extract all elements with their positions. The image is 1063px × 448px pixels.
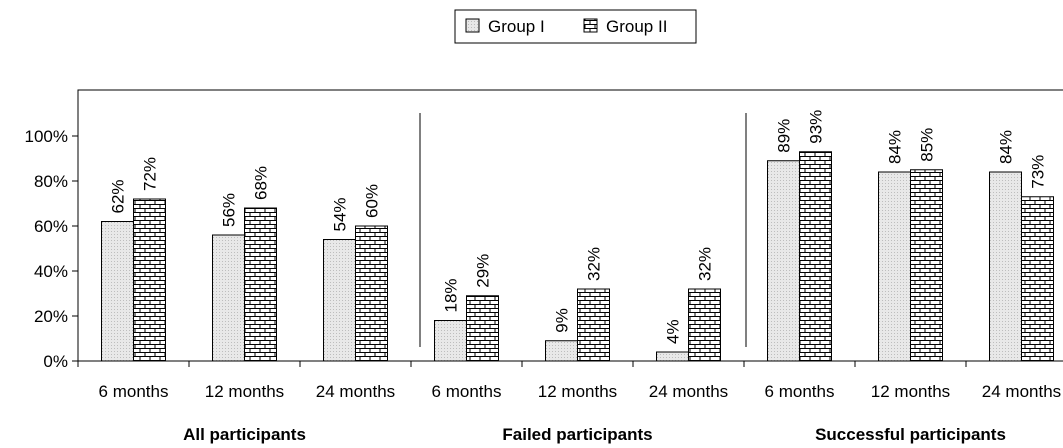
data-label: 68% [252, 166, 271, 200]
data-label: 62% [109, 179, 128, 213]
data-label: 18% [442, 278, 461, 312]
data-label: 84% [997, 130, 1016, 164]
bar-group-1 [323, 239, 356, 362]
x-category-label: 24 months [316, 382, 395, 401]
legend: Group I Group II [454, 9, 697, 44]
bar-group-2 [910, 169, 943, 362]
x-category-label: 12 months [538, 382, 617, 401]
data-label: 89% [775, 119, 794, 153]
data-label: 93% [807, 110, 826, 144]
bar-group-2 [466, 295, 499, 362]
y-axis: 0% 20% 40% 60% 80% 100% [25, 127, 78, 371]
data-label: 4% [664, 319, 683, 344]
bar-group-1 [767, 160, 800, 362]
bar-group-2 [244, 207, 277, 362]
y-tick-label: 40% [34, 262, 68, 281]
bar-group-2 [1021, 196, 1054, 362]
legend-box [454, 9, 697, 44]
group-label: All participants [183, 425, 306, 444]
legend-swatch-group-2 [583, 18, 598, 33]
x-category-label: 12 months [871, 382, 950, 401]
data-label: 54% [331, 197, 350, 231]
x-category-label: 6 months [99, 382, 169, 401]
data-label: 73% [1029, 155, 1048, 189]
bar-group-1 [878, 171, 911, 362]
y-tick-label: 100% [25, 127, 68, 146]
data-label: 9% [553, 308, 572, 333]
data-label: 72% [141, 157, 160, 191]
bar-group-2 [133, 198, 166, 362]
data-label: 84% [886, 130, 905, 164]
group-label: Failed participants [502, 425, 652, 444]
data-label: 60% [363, 184, 382, 218]
bar-group-1 [656, 351, 689, 362]
data-label: 56% [220, 193, 239, 227]
bar-group-2 [688, 288, 721, 362]
data-label: 29% [474, 254, 493, 288]
group-label: Successful participants [815, 425, 1006, 444]
y-tick-label: 60% [34, 217, 68, 236]
x-category-label: 24 months [649, 382, 728, 401]
bar-group-2 [355, 225, 388, 362]
bar-group-1 [434, 320, 467, 362]
bars-layer: 62% 72% 56% 68% 54% 60% 18% 29% 9% 32% 4% 32% 89% 93%… [101, 110, 1054, 362]
bar-group-1 [212, 234, 245, 362]
y-tick-label: 0% [43, 352, 68, 371]
x-axis: 6 months 12 months 24 months All participan… [77, 361, 1061, 444]
x-category-label: 6 months [765, 382, 835, 401]
y-tick-label: 20% [34, 307, 68, 326]
y-tick-label: 80% [34, 172, 68, 191]
x-category-label: 12 months [205, 382, 284, 401]
data-label: 32% [585, 247, 604, 281]
data-label: 32% [696, 247, 715, 281]
x-category-label: 6 months [432, 382, 502, 401]
x-category-label: 24 months [982, 382, 1061, 401]
bar-group-1 [545, 340, 578, 362]
legend-swatch-group-1 [465, 18, 480, 33]
bar-group-1 [101, 221, 134, 362]
legend-label-group-2: Group II [606, 17, 667, 36]
data-label: 85% [918, 128, 937, 162]
bar-group-2 [799, 151, 832, 362]
legend-label-group-1: Group I [488, 17, 545, 36]
bar-group-1 [989, 171, 1022, 362]
bar-group-2 [577, 288, 610, 362]
